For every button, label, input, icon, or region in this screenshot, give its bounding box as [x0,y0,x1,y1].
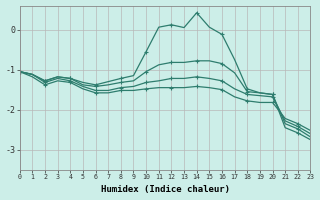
X-axis label: Humidex (Indice chaleur): Humidex (Indice chaleur) [100,185,229,194]
